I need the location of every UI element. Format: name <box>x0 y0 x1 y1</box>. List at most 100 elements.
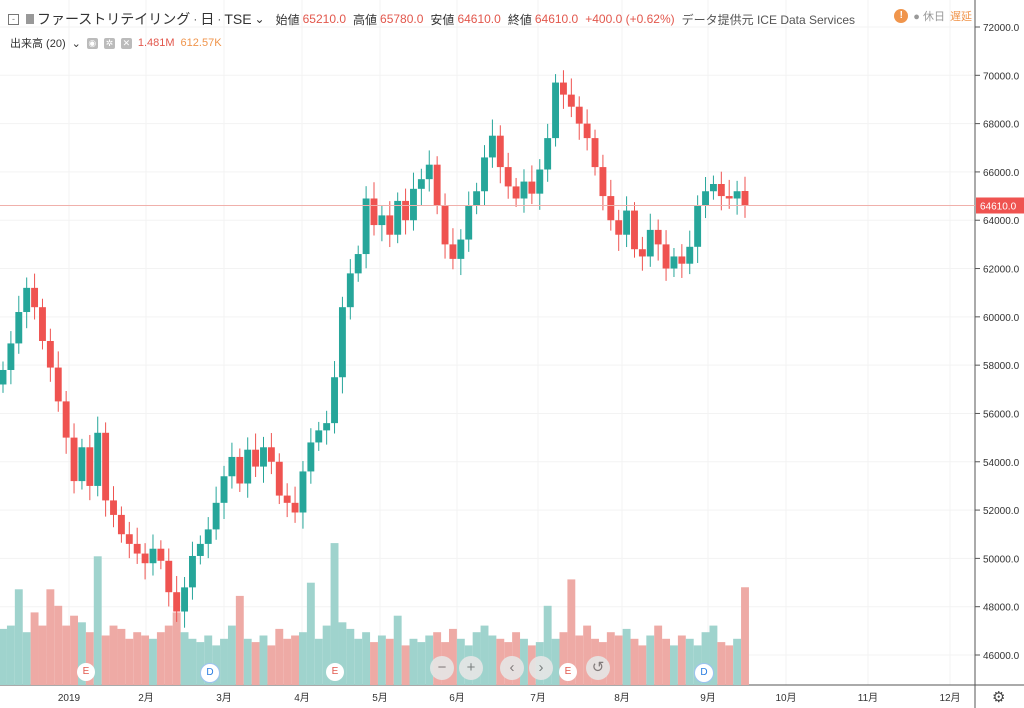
volume-bar <box>362 632 371 685</box>
scroll-left-button[interactable]: ‹ <box>500 656 524 680</box>
chevron-down-icon[interactable]: ⌄ <box>71 37 81 50</box>
settings-gear-icon[interactable]: ⚙ <box>992 689 1006 706</box>
volume-bar <box>133 632 142 685</box>
volume-bar <box>149 638 157 685</box>
collapse-icon[interactable]: - <box>8 13 19 25</box>
candle-body <box>544 138 552 170</box>
volume-bar <box>551 638 560 685</box>
candle-body <box>449 244 457 259</box>
settings-icon[interactable]: ✲ <box>103 37 115 49</box>
volume-label[interactable]: 出来高 (20) <box>10 38 66 50</box>
earnings-marker[interactable]: E <box>326 663 344 681</box>
y-tick-label: 52000.0 <box>983 506 1020 517</box>
x-tick-label: 3月 <box>216 692 232 704</box>
candle-body <box>331 377 338 424</box>
volume-bar <box>630 638 639 685</box>
candle-body <box>39 307 46 341</box>
volume-bar <box>291 635 300 685</box>
x-tick-label: 9月 <box>700 692 716 704</box>
candle-body <box>102 432 110 501</box>
warning-icon[interactable]: ! <box>894 9 909 23</box>
scroll-right-button[interactable]: › <box>529 656 553 680</box>
volume-bar <box>670 645 678 685</box>
chevron-down-icon[interactable]: ⌄ <box>254 12 265 26</box>
volume-value: 1.481M <box>137 37 175 49</box>
volume-bar <box>567 579 576 685</box>
eye-icon[interactable]: ◉ <box>86 37 98 49</box>
candle-body <box>733 191 741 199</box>
close-icon[interactable]: ✕ <box>120 37 132 49</box>
candle-body <box>362 198 370 255</box>
candle-body <box>157 548 165 561</box>
candle-body <box>31 287 39 308</box>
y-tick-label: 48000.0 <box>983 603 1020 614</box>
volume-bar <box>172 612 181 685</box>
open-value: 65210.0 <box>302 12 347 26</box>
y-tick-label: 68000.0 <box>983 120 1020 131</box>
volume-bar <box>196 642 205 685</box>
interval[interactable]: 日 <box>200 11 215 27</box>
volume-bar <box>314 638 323 685</box>
candle-body <box>315 430 323 443</box>
volume-bar <box>38 625 47 685</box>
exchange[interactable]: TSE <box>224 11 252 27</box>
reset-chart-button[interactable]: ↺ <box>586 656 610 680</box>
volume-bar <box>220 638 228 685</box>
candle-body <box>0 369 7 385</box>
earnings-marker[interactable]: E <box>559 663 577 681</box>
x-tick-label: 7月 <box>530 692 546 704</box>
volume-bar <box>583 625 592 685</box>
high-value: 65780.0 <box>380 12 424 26</box>
volume-bar <box>117 628 126 685</box>
x-tick-label: 8月 <box>614 692 630 704</box>
volume-bar <box>30 612 39 685</box>
candle-body <box>433 164 441 206</box>
candle-body <box>165 560 173 593</box>
y-tick-label: 58000.0 <box>983 361 1020 372</box>
volume-bar <box>14 589 23 685</box>
low-value: 64610.0 <box>457 12 501 26</box>
candle-body <box>536 169 544 194</box>
candle-body <box>512 186 520 199</box>
candle-body <box>567 94 575 107</box>
volume-bar <box>709 625 718 685</box>
volume-bar <box>725 645 734 685</box>
symbol-name[interactable]: ファーストリテイリング <box>37 11 191 27</box>
volume-bar <box>93 556 102 685</box>
volume-bar <box>243 638 252 685</box>
candle-body <box>196 543 204 556</box>
close-value: 64610.0 <box>534 12 579 26</box>
zoom-out-button[interactable]: − <box>430 656 454 680</box>
y-tick-label: 54000.0 <box>983 458 1020 469</box>
candle-body <box>425 164 433 180</box>
candle-body <box>149 548 157 564</box>
candle-body <box>631 210 638 250</box>
dividend-marker[interactable]: D <box>200 663 220 683</box>
volume-bar <box>638 645 647 685</box>
candle-body <box>583 123 591 139</box>
x-tick-label: 2019 <box>58 693 81 704</box>
volume-bar <box>346 628 355 685</box>
candle-body <box>212 502 220 530</box>
candle-body <box>338 307 346 378</box>
volume-bar <box>283 638 292 685</box>
x-tick-label: 10月 <box>775 692 796 704</box>
zoom-in-button[interactable]: + <box>459 656 483 680</box>
candle-body <box>488 135 496 158</box>
candle-body <box>15 312 23 344</box>
volume-bar <box>701 632 710 685</box>
candle-body <box>528 181 536 194</box>
candle-body <box>417 179 425 189</box>
x-tick-label: 2月 <box>138 692 154 704</box>
earnings-marker[interactable]: E <box>77 663 95 681</box>
volume-bar <box>417 642 426 685</box>
volume-bar <box>543 605 552 685</box>
candle-body <box>410 188 417 221</box>
volume-bar <box>741 587 749 685</box>
candle-body <box>623 210 631 235</box>
volume-bar <box>662 638 671 685</box>
candle-body <box>7 343 15 370</box>
volume-bar <box>401 645 410 685</box>
dividend-marker[interactable]: D <box>694 663 714 683</box>
